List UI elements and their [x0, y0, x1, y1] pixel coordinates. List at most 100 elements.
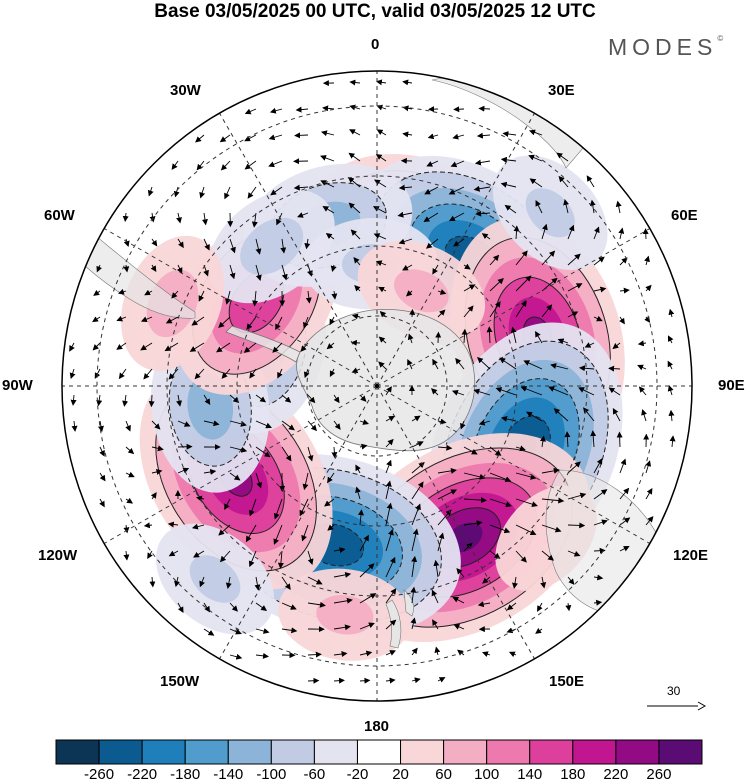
wind-vector-1 — [349, 79, 361, 86]
wind-vector-89 — [304, 238, 311, 250]
wind-vector-157 — [351, 313, 361, 320]
wind-vector-293 — [203, 469, 217, 475]
anomaly-contour-11-1 — [240, 217, 304, 275]
wind-vector-194 — [69, 368, 76, 380]
wind-vector-155 — [302, 316, 309, 329]
wind-vector-81 — [615, 200, 622, 214]
wind-vector-304 — [489, 472, 512, 483]
wind-vector-387 — [482, 576, 491, 584]
wind-vector-124 — [644, 255, 650, 266]
wind-vector-210 — [477, 357, 491, 370]
wind-vector-166 — [593, 315, 603, 322]
wind-vector-438 — [385, 677, 396, 684]
wind-vector-40 — [474, 159, 491, 166]
wind-vector-313 — [150, 492, 157, 500]
wind-vector-78 — [535, 200, 543, 214]
colorbar-segment-6 — [313, 739, 358, 765]
wind-vector-55 — [424, 186, 439, 195]
wind-vector-129 — [198, 290, 205, 302]
wind-vector-120 — [541, 250, 556, 266]
wind-vector-3 — [402, 79, 413, 86]
lon-label-60e: 60E — [671, 207, 698, 224]
wind-vector-17 — [268, 134, 283, 141]
wind-vector-288 — [669, 435, 676, 448]
wind-vector-397 — [307, 601, 326, 608]
wind-vector-436 — [333, 677, 345, 684]
wind-vector-185 — [461, 328, 468, 344]
wind-vector-170 — [69, 342, 75, 352]
wind-vector-284 — [564, 431, 571, 448]
anomaly-contour-13-1 — [394, 269, 449, 313]
wind-vector-244 — [125, 420, 131, 432]
wind-vector-131 — [252, 290, 259, 307]
wind-vector-346 — [463, 520, 483, 527]
colorbar-segment-3 — [184, 739, 229, 765]
wind-vector-268 — [151, 445, 164, 452]
wind-vector-178 — [272, 342, 283, 353]
wind-vector-405 — [506, 602, 517, 611]
wind-vector-167 — [619, 316, 625, 325]
wind-vector-156 — [329, 316, 336, 326]
wind-vector-49 — [270, 186, 283, 196]
lon-label-60w: 60W — [44, 207, 75, 224]
wind-vector-306 — [541, 467, 560, 474]
wind-vector-253 — [359, 419, 369, 425]
wind-vector-60 — [558, 175, 569, 188]
wind-vector-217 — [667, 360, 674, 370]
wind-vector-82 — [123, 238, 130, 248]
wind-vector-70 — [322, 206, 335, 214]
wind-vector-416 — [385, 619, 397, 630]
wind-vector-27 — [529, 129, 543, 136]
wind-vector-109 — [255, 264, 262, 282]
brand-logo: MODES© — [608, 34, 723, 61]
wind-vector-199 — [194, 368, 205, 380]
wind-vector-13 — [478, 105, 491, 112]
wind-vector-204 — [329, 368, 336, 377]
wind-vector-422 — [535, 627, 543, 634]
wind-vector-419 — [453, 624, 465, 630]
wind-vector-4 — [244, 108, 257, 115]
wind-vector-369 — [515, 550, 527, 563]
wind-vector-395 — [255, 602, 268, 612]
wind-vector-91 — [350, 229, 361, 240]
map-title: Base 03/05/2025 00 UTC, valid 03/05/2025… — [154, 1, 596, 22]
wind-vector-355 — [147, 550, 153, 560]
wind-vector-283 — [539, 435, 546, 448]
colorbar-tick-label: -20 — [346, 766, 369, 783]
wind-vector-152 — [218, 316, 231, 328]
wind-vector-367 — [463, 542, 473, 552]
wind-vector-5 — [269, 107, 283, 114]
wind-vector-406 — [537, 602, 543, 612]
wind-vector-161 — [463, 305, 474, 318]
wind-vector-415 — [359, 622, 375, 630]
wind-vector-147 — [92, 316, 101, 323]
wind-vector-300 — [385, 459, 392, 474]
wind-vector-285 — [590, 430, 597, 448]
wind-vector-28 — [171, 160, 179, 170]
wind-vector-321 — [355, 486, 361, 500]
wind-vector-316 — [224, 498, 231, 511]
wind-vector-173 — [140, 342, 153, 351]
wind-vector-134 — [331, 290, 338, 300]
wind-vector-143 — [567, 283, 583, 292]
wind-vector-71 — [348, 202, 361, 214]
wind-vector-349 — [541, 524, 562, 533]
wind-vector-274 — [307, 446, 314, 462]
wind-vector-333 — [123, 524, 130, 534]
wind-vector-187 — [510, 326, 517, 344]
brand-mark: © — [717, 34, 724, 43]
wind-vector-106 — [176, 264, 183, 274]
wind-vector-332 — [645, 488, 653, 500]
wind-vector-281 — [489, 446, 502, 456]
wind-vector-208 — [432, 358, 439, 370]
wind-vector-18 — [294, 132, 309, 139]
colorbar-tick-label: -60 — [303, 766, 326, 783]
wind-vector-378 — [254, 576, 261, 591]
wind-vector-243 — [98, 420, 104, 433]
wind-vector-336 — [191, 523, 205, 530]
wind-vector-326 — [489, 498, 512, 508]
wind-vector-26 — [502, 131, 517, 137]
wind-vector-101 — [618, 227, 625, 240]
wind-vector-437 — [359, 677, 371, 684]
wind-vector-290 — [125, 471, 135, 478]
